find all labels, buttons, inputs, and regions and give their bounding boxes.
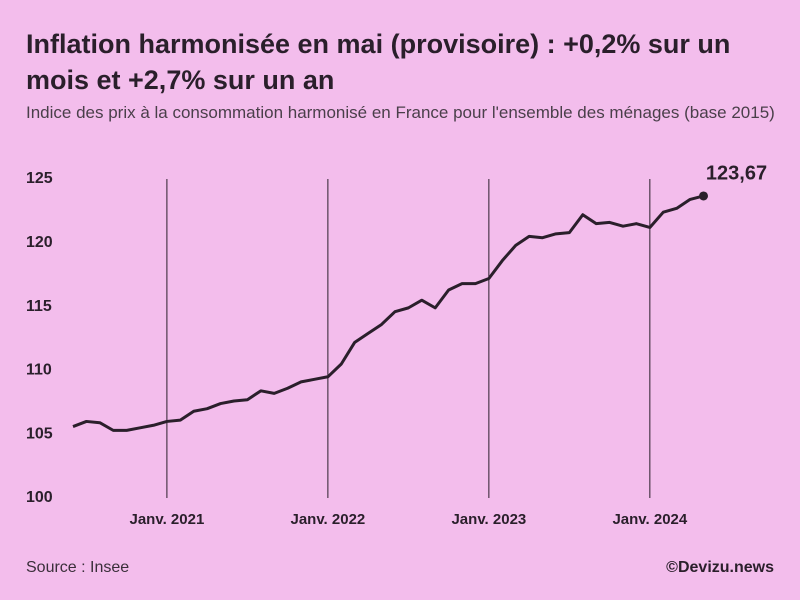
y-tick-label: 110 [26, 362, 52, 379]
x-tick-label: Janv. 2024 [612, 511, 687, 528]
x-tick-label: Janv. 2021 [130, 511, 205, 528]
chart-title: Inflation harmonisée en mai (provisoire)… [26, 29, 731, 95]
y-tick-label: 105 [26, 425, 53, 442]
y-tick-label: 120 [26, 234, 53, 251]
data-point [699, 191, 709, 201]
x-tick-label: Janv. 2022 [290, 511, 365, 528]
x-tick-label: Janv. 2023 [451, 511, 526, 528]
y-tick-label: 100 [26, 489, 53, 506]
data-label: 123,67 [706, 162, 767, 184]
y-tick-label: 125 [26, 170, 53, 187]
data-line [72, 194, 704, 432]
credit: ©Devizu.news [666, 559, 774, 576]
source-note: Source : Insee [26, 559, 130, 576]
chart-subtitle: Indice des prix à la consommation harmon… [26, 103, 775, 122]
y-tick-label: 115 [26, 298, 52, 315]
